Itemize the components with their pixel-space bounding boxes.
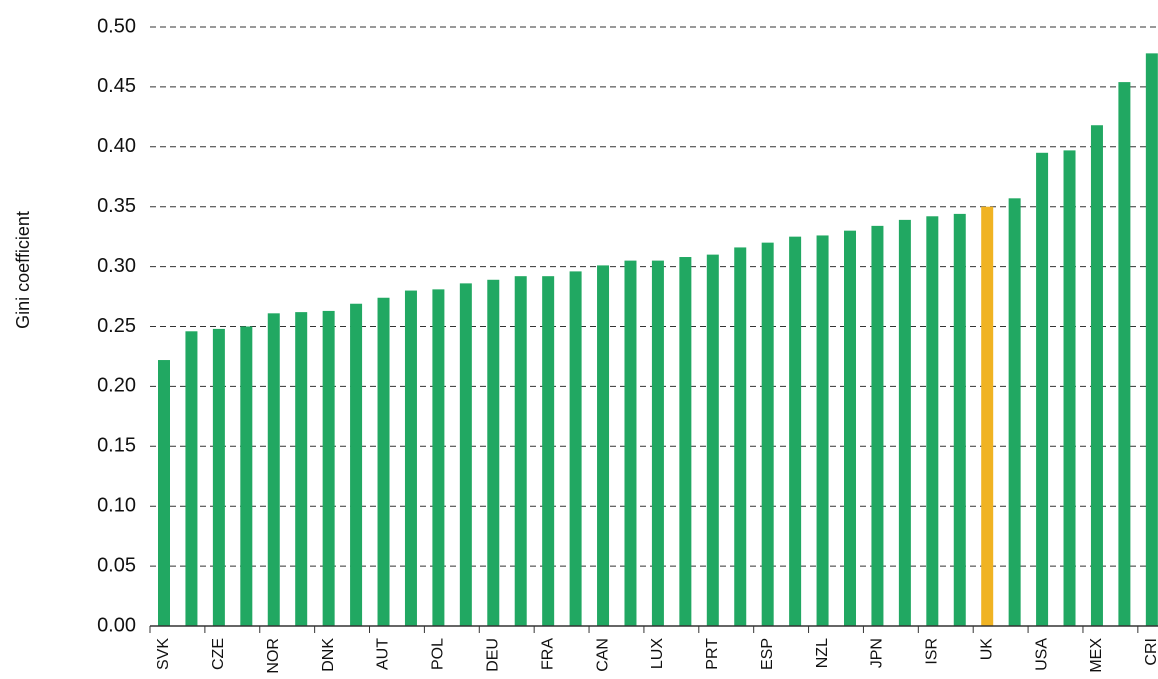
x-tick-label: MEX (1088, 638, 1105, 673)
x-tick-label: CRI (1143, 638, 1158, 666)
bar (350, 303, 363, 626)
y-axis-label: Gini coefficient (13, 211, 33, 329)
x-tick-label: DEU (484, 638, 501, 672)
y-tick-label: 0.40 (97, 135, 136, 157)
y-tick-label: 0.45 (97, 75, 136, 97)
bar (624, 260, 637, 626)
x-tick-label: PRT (704, 638, 721, 670)
bar (487, 279, 500, 626)
bar (267, 313, 280, 626)
bar (1090, 125, 1103, 627)
x-tick-label: POL (430, 638, 447, 670)
x-tick-label: UK (978, 638, 995, 661)
x-tick-label: DNK (320, 638, 337, 672)
y-tick-label: 0.50 (97, 15, 136, 37)
y-tick-label: 0.30 (97, 255, 136, 277)
x-tick-label: NOR (265, 638, 282, 674)
x-tick-label: AUT (375, 638, 392, 670)
bar (459, 283, 472, 626)
bar (761, 242, 774, 626)
bar (432, 289, 445, 626)
bar (514, 276, 527, 626)
bar (734, 247, 747, 626)
y-tick-label: 0.00 (97, 614, 136, 636)
y-tick-label: 0.10 (97, 494, 136, 516)
bar (569, 271, 582, 626)
x-tick-label: NZL (814, 638, 831, 668)
x-tick-label: CAN (594, 638, 611, 672)
bar (1118, 82, 1131, 626)
y-tick-label: 0.15 (97, 435, 136, 457)
bar (185, 331, 198, 626)
bar (404, 290, 417, 626)
x-tick-label: SVK (155, 638, 172, 670)
bar (789, 236, 802, 626)
bar (1145, 53, 1158, 626)
bar (1008, 198, 1021, 626)
bar (212, 328, 225, 626)
y-tick-label: 0.35 (97, 195, 136, 217)
bar (377, 297, 390, 626)
y-tick-label: 0.25 (97, 315, 136, 337)
bar (651, 260, 664, 626)
bar (679, 257, 692, 626)
bar (295, 312, 308, 626)
bar (953, 213, 966, 626)
x-tick-label: ISR (924, 638, 941, 665)
bar (898, 219, 911, 627)
bar (158, 360, 170, 626)
x-tick-label: CZE (210, 638, 227, 670)
bar (871, 225, 884, 627)
bar (844, 230, 856, 626)
x-tick-label: LUX (649, 638, 666, 669)
y-tick-label: 0.05 (97, 554, 136, 576)
bar (1036, 152, 1049, 627)
x-tick-label: USA (1033, 638, 1050, 671)
bar (981, 206, 994, 626)
bar (597, 265, 610, 626)
bar (706, 254, 719, 626)
bar (240, 326, 253, 626)
bar (1063, 150, 1076, 627)
bar (542, 276, 555, 626)
bar (926, 216, 939, 626)
bar (322, 310, 335, 626)
y-tick-label: 0.20 (97, 375, 136, 397)
x-tick-label: ESP (759, 638, 776, 670)
x-tick-label: FRA (539, 638, 556, 670)
x-tick-label: JPN (869, 638, 886, 668)
bar (816, 235, 829, 626)
